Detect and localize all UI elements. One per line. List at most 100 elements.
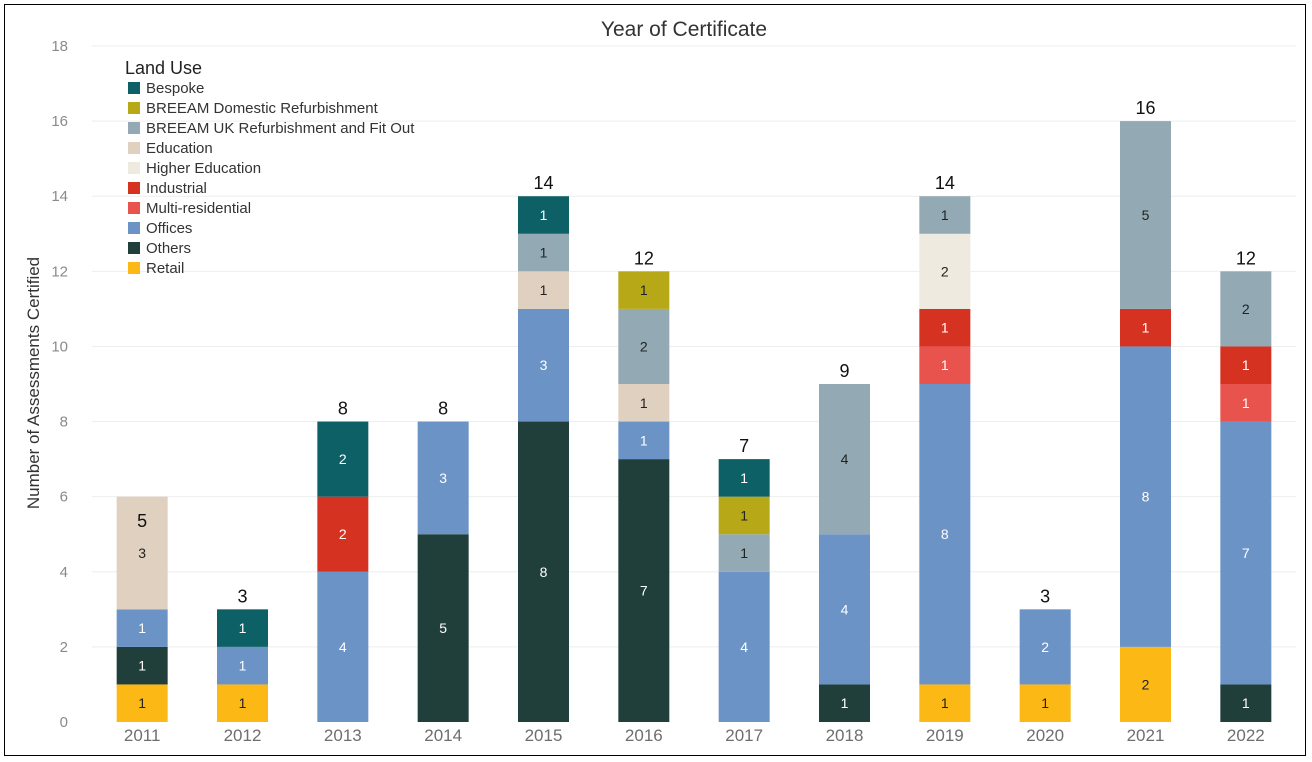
bar-segment-label: 1 <box>1242 695 1250 711</box>
y-tick-label: 14 <box>51 188 68 205</box>
bar-segment-label: 1 <box>941 207 949 223</box>
bar-segment-label: 2 <box>640 338 648 354</box>
bar-segment-label: 7 <box>1242 545 1250 561</box>
legend-swatch <box>128 262 140 274</box>
bar-segment <box>317 496 369 572</box>
bar-segment <box>919 684 971 722</box>
bar-segment-label: 1 <box>540 245 548 261</box>
bar-segment-label: 8 <box>941 526 949 542</box>
bar-segment <box>618 459 670 722</box>
legend-item-label: Retail <box>146 260 184 277</box>
bar-segment-label: 1 <box>1142 320 1150 336</box>
chart-title: Year of Certificate <box>601 18 767 41</box>
bar-segment <box>919 346 971 384</box>
bar-segment-label: 8 <box>1142 489 1150 505</box>
bar-segment-label: 2 <box>941 263 949 279</box>
legend-item-label: Multi-residential <box>146 200 251 217</box>
bar-segment-label: 1 <box>540 282 548 298</box>
y-tick-label: 18 <box>51 38 68 55</box>
bar-total-label: 12 <box>634 248 654 268</box>
bar-segment <box>718 571 770 722</box>
y-tick-label: 6 <box>60 489 68 506</box>
legend-swatch <box>128 242 140 254</box>
bar-segment <box>317 421 369 497</box>
bar-segment <box>919 233 971 309</box>
y-tick-label: 2 <box>60 639 68 656</box>
bar-segment <box>417 421 469 535</box>
legend-swatch <box>128 162 140 174</box>
bar-segment-label: 1 <box>640 395 648 411</box>
bar-total-label: 5 <box>137 511 147 531</box>
bar-segment <box>518 233 569 272</box>
legend-swatch <box>128 202 140 214</box>
legend-swatch <box>128 142 140 154</box>
bar-segment-label: 3 <box>540 357 548 373</box>
bar-segment <box>919 196 971 234</box>
y-tick-label: 10 <box>51 338 68 355</box>
bar-segment <box>718 496 770 535</box>
y-axis-label: Number of Assessments Certified <box>24 257 43 509</box>
bar-segment <box>919 384 971 685</box>
bar-segment-label: 1 <box>740 470 748 486</box>
bar-segment-label: 1 <box>1041 695 1049 711</box>
bar-segment-label: 1 <box>1242 395 1250 411</box>
legend-item-label: Education <box>146 140 213 157</box>
bar-segment <box>1019 609 1071 685</box>
bar-segment-label: 1 <box>138 695 146 711</box>
legend-swatch <box>128 102 140 114</box>
bar-segment <box>217 646 268 685</box>
bar-segment <box>819 384 870 535</box>
y-axis-ticks: 0 2 4 6 8 10 12 14 16 18 <box>51 38 68 731</box>
bar-total-label: 7 <box>739 436 749 456</box>
x-tick-label: 2014 <box>424 726 462 745</box>
bar-segment <box>618 421 670 460</box>
bar-segment <box>819 534 870 685</box>
bar-segment <box>116 609 168 647</box>
bar-segment <box>718 459 770 497</box>
bar-segment <box>618 384 670 422</box>
bar-segment <box>618 308 670 384</box>
bar-segment-label: 1 <box>640 432 648 448</box>
bar-total-label: 8 <box>338 399 348 419</box>
bar-total-label: 3 <box>1040 586 1050 606</box>
y-tick-label: 16 <box>51 113 68 130</box>
legend-item-label: Bespoke <box>146 80 204 97</box>
bar-segment-label: 1 <box>740 545 748 561</box>
bar-segment-label: 1 <box>841 695 849 711</box>
bar-segment-label: 1 <box>640 282 648 298</box>
bar-total-label: 16 <box>1135 98 1155 118</box>
bar-segment <box>1220 421 1272 685</box>
bar-segment <box>116 496 168 610</box>
x-tick-label: 2020 <box>1026 726 1064 745</box>
bar-segment <box>1120 308 1171 347</box>
bar-segment-label: 2 <box>1242 301 1250 317</box>
bar-segment-label: 1 <box>1242 357 1250 373</box>
y-tick-label: 0 <box>60 714 68 731</box>
bar-segment-label: 4 <box>339 639 347 655</box>
bar-segment-label: 1 <box>941 320 949 336</box>
legend-item-label: BREEAM UK Refurbishment and Fit Out <box>146 120 415 137</box>
x-tick-label: 2012 <box>224 726 262 745</box>
bar-segment <box>518 308 569 422</box>
bar-segment <box>518 421 569 722</box>
bar-segment-label: 1 <box>540 207 548 223</box>
bar-total-label: 14 <box>935 173 955 193</box>
bar-segment-label: 4 <box>841 601 849 617</box>
x-tick-label: 2011 <box>124 726 161 745</box>
legend-item-label: Others <box>146 240 191 257</box>
legend-swatch <box>128 82 140 94</box>
bar-segment <box>1120 646 1171 722</box>
bar-segment <box>417 534 469 722</box>
bar-segment <box>317 571 369 722</box>
legend-item-label: Offices <box>146 220 192 237</box>
bar-segment-label: 2 <box>339 451 347 467</box>
bar-segment <box>116 646 168 685</box>
x-tick-label: 2018 <box>826 726 864 745</box>
bar-total-label: 8 <box>438 399 448 419</box>
x-axis-ticks: 2011 2012 2013 2014 2015 2016 2017 2018 2019 2020… <box>124 726 1265 745</box>
x-tick-label: 2017 <box>725 726 763 745</box>
legend-swatch <box>128 182 140 194</box>
y-tick-label: 12 <box>51 263 68 280</box>
